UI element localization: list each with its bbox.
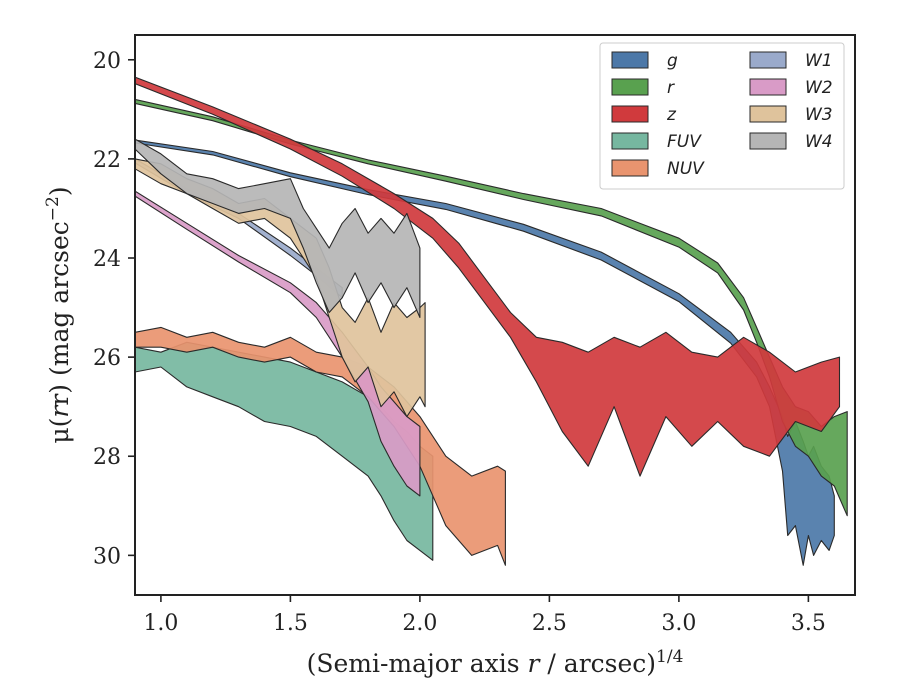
y-axis-ticks: 20 22 24 26 28 30 — [93, 49, 135, 569]
legend-label-w2: W2 — [805, 78, 833, 98]
legend-label-w3: W3 — [805, 105, 833, 125]
x-tick-label: 3.5 — [791, 611, 826, 636]
legend-swatch-fuv — [611, 132, 649, 150]
band-nuv — [135, 326, 506, 566]
x-axis-ticks: 1.0 1.5 2.0 2.5 3.0 3.5 — [143, 595, 826, 636]
y-tick-label: 28 — [93, 445, 121, 470]
x-tick-label: 1.0 — [143, 611, 178, 636]
band-areas — [135, 76, 848, 566]
legend-swatch-w4 — [749, 132, 787, 150]
band-r — [135, 98, 848, 517]
band-w4 — [135, 138, 421, 319]
legend-swatch-w1 — [749, 51, 787, 69]
band-w2 — [135, 190, 421, 497]
legend-swatch-w2 — [749, 78, 787, 96]
legend-swatch-r — [611, 78, 649, 96]
x-tick-label: 2.0 — [402, 611, 437, 636]
y-tick-label: 20 — [93, 49, 121, 74]
legend-label-z: z — [666, 105, 677, 125]
band-g — [135, 139, 835, 566]
y-tick-label: 30 — [93, 544, 121, 569]
legend-label-g: g — [667, 51, 678, 71]
legend-swatch-z — [611, 105, 649, 123]
y-axis-label: μ(rr) (mag arcsec−2) — [43, 186, 74, 443]
y-tick-label: 22 — [93, 148, 121, 173]
legend-swatch-nuv — [611, 159, 649, 177]
x-tick-label: 1.5 — [273, 611, 308, 636]
y-tick-label: 24 — [93, 247, 121, 272]
legend-label-nuv: NUV — [667, 159, 705, 179]
legend-label-w1: W1 — [805, 51, 833, 71]
plot-frame — [134, 34, 856, 596]
legend-label-fuv: FUV — [667, 132, 702, 152]
legend-label-r: r — [667, 78, 675, 98]
x-tick-label: 2.5 — [532, 611, 567, 636]
y-tick-label: 26 — [93, 346, 121, 371]
x-axis-label: (Semi-major axis r / arcsec)1/4 — [307, 647, 684, 678]
legend-swatch-g — [611, 51, 649, 69]
legend: grz FUV NUV W1 W2 W3 W4 — [599, 42, 845, 190]
x-tick-label: 3.0 — [661, 611, 696, 636]
band-z — [135, 76, 841, 477]
legend-label-w4: W4 — [805, 132, 833, 152]
legend-swatch-w3 — [749, 105, 787, 123]
